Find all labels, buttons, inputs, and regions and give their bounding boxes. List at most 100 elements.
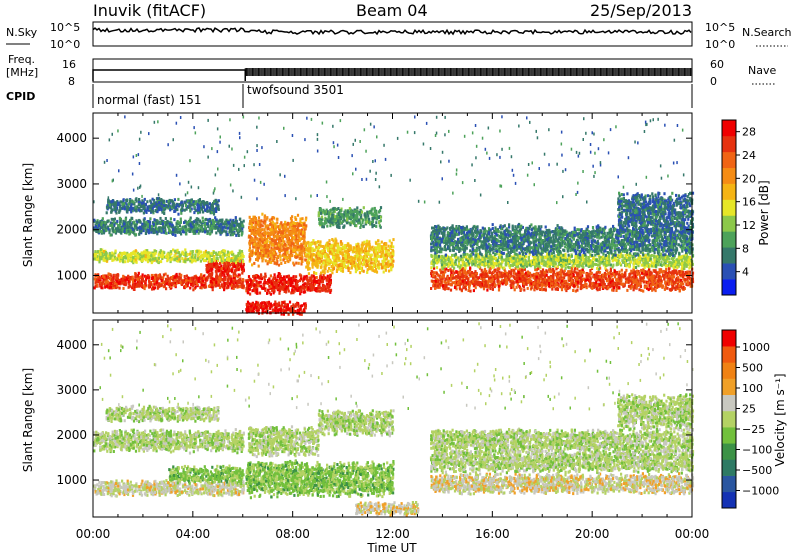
heatmap-cell bbox=[175, 223, 178, 227]
heatmap-cell bbox=[287, 233, 290, 237]
heatmap-cell bbox=[213, 263, 216, 267]
heatmap-cell bbox=[341, 247, 344, 251]
heatmap-cell bbox=[255, 230, 258, 234]
heatmap-cell bbox=[271, 278, 275, 282]
heatmap-cell bbox=[146, 222, 149, 226]
heatmap-cell bbox=[242, 284, 245, 288]
heatmap-cell bbox=[229, 226, 232, 230]
heatmap-cell bbox=[176, 248, 179, 252]
heatmap-cell bbox=[306, 283, 309, 287]
heatmap-cell bbox=[233, 262, 236, 266]
heatmap-cell bbox=[291, 215, 294, 219]
heatmap-cell bbox=[334, 255, 337, 259]
heatmap-cell bbox=[282, 247, 286, 251]
heatmap-cell bbox=[322, 274, 325, 277]
heatmap-cell bbox=[368, 267, 371, 271]
heatmap-cell bbox=[292, 278, 295, 282]
heatmap-cell bbox=[279, 258, 282, 262]
heatmap-cell bbox=[221, 259, 224, 263]
heatmap-cell bbox=[171, 223, 174, 227]
heatmap-cell bbox=[115, 206, 119, 210]
heatmap-cell bbox=[103, 225, 106, 229]
heatmap-cell bbox=[173, 218, 176, 222]
heatmap-cell bbox=[261, 248, 265, 252]
heatmap-cell bbox=[146, 205, 149, 209]
heatmap-cell bbox=[300, 242, 303, 246]
heatmap-cell bbox=[99, 252, 102, 256]
heatmap-cell bbox=[208, 269, 211, 273]
heatmap-cell bbox=[139, 229, 142, 233]
heatmap-cell bbox=[217, 265, 220, 269]
heatmap-cell bbox=[294, 216, 297, 219]
heatmap-cell bbox=[144, 249, 147, 253]
heatmap-cell bbox=[99, 279, 102, 283]
heatmap-cell bbox=[355, 245, 359, 249]
heatmap-cell bbox=[282, 287, 285, 291]
heatmap-cell bbox=[281, 303, 284, 307]
heatmap-cell bbox=[275, 303, 278, 307]
heatmap-cell bbox=[250, 223, 253, 227]
heatmap-cell bbox=[177, 259, 180, 263]
heatmap-cell bbox=[313, 277, 316, 281]
heatmap-cell bbox=[123, 222, 126, 226]
heatmap-cell bbox=[132, 287, 135, 291]
heatmap-cell bbox=[309, 255, 312, 259]
heatmap-cell bbox=[99, 219, 102, 223]
heatmap-cell bbox=[347, 264, 350, 268]
heatmap-cell bbox=[177, 197, 180, 201]
heatmap-cell bbox=[281, 285, 285, 289]
heatmap-cell bbox=[237, 234, 240, 237]
heatmap-cell bbox=[339, 249, 342, 253]
heatmap-cell bbox=[119, 219, 122, 223]
heatmap-cell bbox=[149, 282, 153, 286]
heatmap-cell bbox=[267, 253, 270, 257]
heatmap-cell bbox=[260, 235, 263, 239]
heatmap-cell bbox=[225, 253, 228, 257]
heatmap-cell bbox=[296, 239, 300, 243]
heatmap-cell bbox=[367, 260, 370, 264]
heatmap-cell bbox=[131, 286, 134, 290]
heatmap-cell bbox=[185, 232, 188, 236]
heatmap-cell bbox=[307, 240, 310, 244]
heatmap-cell bbox=[317, 289, 320, 293]
heatmap-cell bbox=[301, 244, 304, 248]
heatmap-cell bbox=[190, 207, 193, 211]
heatmap-cell bbox=[226, 286, 229, 290]
heatmap-cell bbox=[189, 226, 192, 230]
heatmap-cell bbox=[299, 256, 302, 260]
heatmap-cell bbox=[114, 206, 117, 210]
heatmap-cell bbox=[254, 304, 257, 308]
heatmap-cell bbox=[256, 227, 259, 231]
heatmap-cell bbox=[164, 217, 167, 220]
heatmap-cell bbox=[317, 284, 320, 288]
heatmap-cell bbox=[149, 199, 152, 203]
heatmap-cell bbox=[231, 224, 234, 228]
heatmap-cell bbox=[302, 285, 305, 289]
heatmap-cell bbox=[143, 197, 146, 201]
heatmap-cell bbox=[271, 289, 274, 292]
heatmap-cell bbox=[199, 255, 203, 259]
heatmap-cell bbox=[259, 284, 262, 288]
noise-search-label: N.Search bbox=[742, 26, 792, 39]
heatmap-cell bbox=[328, 279, 331, 283]
heatmap-cell bbox=[306, 253, 309, 257]
heatmap-cell bbox=[373, 262, 376, 266]
heatmap-cell bbox=[313, 282, 317, 286]
heatmap-cell bbox=[284, 287, 287, 291]
heatmap-cell bbox=[379, 246, 382, 250]
heatmap-cell bbox=[214, 207, 217, 211]
heatmap-cell bbox=[259, 251, 262, 255]
heatmap-cell bbox=[277, 263, 281, 267]
heatmap-cell bbox=[196, 253, 200, 257]
heatmap-cell bbox=[107, 198, 110, 202]
heatmap-cell bbox=[179, 253, 182, 257]
heatmap-cell bbox=[252, 279, 255, 283]
heatmap-cell bbox=[160, 260, 163, 264]
heatmap-cell bbox=[274, 224, 277, 228]
heatmap-cell bbox=[291, 227, 294, 231]
heatmap-cell bbox=[189, 229, 192, 233]
heatmap-cell bbox=[238, 217, 241, 221]
heatmap-cell bbox=[114, 202, 117, 206]
heatmap-cell bbox=[251, 236, 254, 240]
heatmap-cell bbox=[376, 251, 379, 255]
